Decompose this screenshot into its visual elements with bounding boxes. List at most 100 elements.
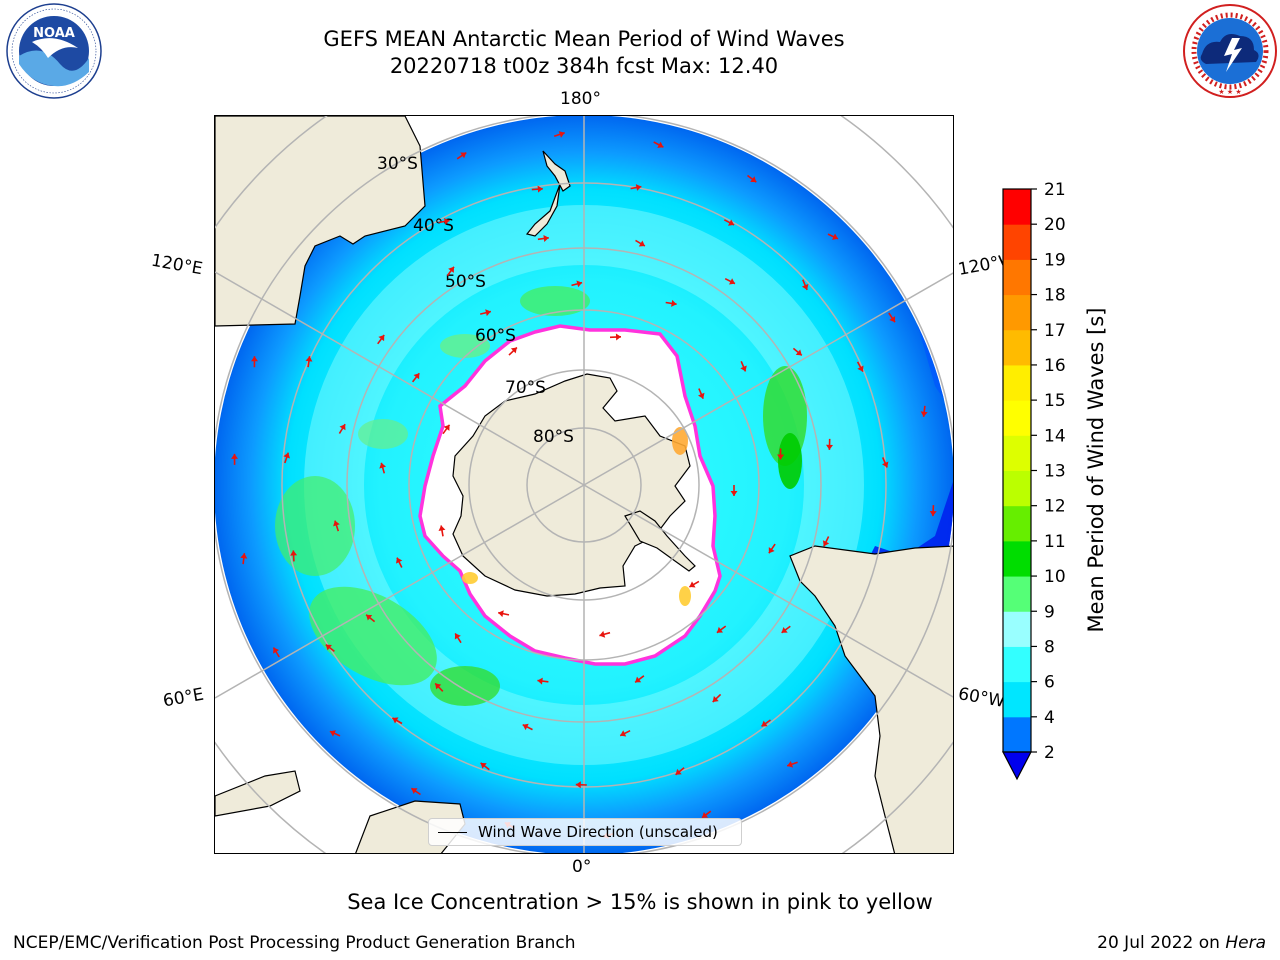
noaa-logo: NOAA	[6, 3, 102, 99]
colorbar-tick-label: 17	[1044, 321, 1066, 341]
wave-direction-arrowhead	[379, 462, 386, 469]
wave-direction-arrowhead	[498, 610, 504, 618]
footer-date-text: 20 Jul 2022 on	[1097, 933, 1226, 953]
wave-direction-arrowhead	[575, 781, 581, 789]
wave-direction-arrowhead	[305, 356, 313, 362]
wave-direction-arrowhead	[444, 218, 450, 225]
wave-direction-arrowhead	[413, 373, 420, 380]
wave-direction-arrowhead	[438, 525, 446, 531]
colorbar-segment	[1003, 646, 1031, 683]
new-zealand-south-land	[525, 183, 561, 237]
wave-direction-arrowhead	[543, 235, 549, 242]
wave-direction-arrowhead	[599, 630, 606, 638]
colorbar-segment	[1003, 716, 1031, 753]
colorbar-tick-label: 9	[1044, 602, 1055, 622]
colorbar-tick-label: 13	[1044, 462, 1066, 482]
footer-credit: NCEP/EMC/Verification Post Processing Pr…	[13, 933, 576, 953]
wave-direction-arrowhead	[740, 365, 747, 372]
colorbar-under-arrow	[1003, 752, 1031, 779]
wave-direction-arrowhead	[729, 278, 735, 285]
lon-label-0: 0°	[572, 857, 592, 877]
wave-direction-arrowhead	[480, 762, 487, 769]
colorbar-tick-label: 12	[1044, 497, 1066, 517]
wave-direction-arrowhead	[657, 141, 664, 148]
svg-text:NOAA: NOAA	[33, 26, 75, 41]
colorbar-tick-label: 19	[1044, 250, 1066, 270]
wave-direction-arrowhead	[702, 812, 709, 818]
footer-machine: Hera	[1225, 933, 1266, 953]
wave-direction-arrowhead	[716, 626, 723, 633]
wave-direction-arrowhead	[768, 547, 775, 554]
colorbar-segment	[1003, 329, 1031, 366]
wave-direction-arrowhead	[801, 283, 809, 290]
wave-direction-arrowhead	[240, 553, 248, 559]
colorbar-tick-label: 21	[1044, 182, 1066, 200]
colorbar-tick-label: 6	[1044, 673, 1055, 693]
lat-label-60s: 60°S	[475, 326, 516, 346]
wave-direction-arrowhead	[290, 550, 298, 556]
wave-direction-arrowhead	[920, 411, 928, 417]
wave-direction-arrowhead	[396, 557, 403, 564]
chart-subtitle: 20220718 t00z 384h fcst Max: 12.40	[389, 54, 779, 78]
wave-direction-arrowhead	[454, 633, 461, 640]
legend-line-sample	[438, 832, 467, 833]
wave-direction-arrowhead	[777, 454, 785, 460]
colorbar-tick-label: 10	[1044, 567, 1066, 587]
wave-direction-arrowhead	[392, 717, 399, 724]
wave-direction-arrowhead	[329, 730, 336, 737]
lat-label-50s: 50°S	[445, 272, 486, 292]
colorbar-segment	[1003, 294, 1031, 331]
colorbar-segment	[1003, 400, 1031, 436]
colorbar-segment	[1003, 576, 1031, 612]
wave-direction-arrowhead	[929, 511, 937, 517]
wave-direction-arrowhead	[460, 152, 467, 159]
wave-direction-arrowhead	[366, 614, 373, 621]
colorbar: 2 4 6 8 9 10 11 12 13 14 15 16 17 18 19 20 21	[1002, 182, 1066, 781]
wave-direction-arrowhead	[283, 452, 290, 459]
wave-direction-arrowhead	[231, 453, 238, 459]
wave-direction-arrowhead	[698, 392, 705, 399]
wave-direction-arrowhead	[882, 461, 889, 468]
wave-direction-arrowhead	[333, 520, 340, 527]
wave-direction-arrowhead	[795, 349, 802, 356]
wave-direction-arrowhead	[638, 240, 645, 247]
wave-direction-arrowhead	[728, 219, 735, 226]
africa-land	[215, 770, 301, 817]
colorbar-tick-label: 16	[1044, 356, 1066, 376]
wave-direction-arrowhead	[448, 266, 454, 273]
wave-direction-arrowhead	[537, 677, 543, 685]
lat-label-30s: 30°S	[377, 154, 418, 174]
footer-date: 20 Jul 2022 on Hera	[1097, 933, 1266, 953]
colorbar-tick-label: 4	[1044, 708, 1055, 728]
wave-direction-arrowhead	[273, 647, 280, 654]
wave-direction-arrowhead	[537, 185, 543, 193]
colorbar-tick-label: 20	[1044, 215, 1066, 235]
wave-direction-arrowhead	[522, 723, 529, 731]
wave-direction-arrowhead	[675, 768, 682, 775]
chart-title: GEFS MEAN Antarctic Mean Period of Wind …	[323, 27, 845, 51]
colorbar-segment	[1003, 681, 1031, 718]
wave-direction-arrowhead	[822, 540, 830, 547]
wave-direction-arrowhead	[339, 424, 346, 431]
colorbar-segment	[1003, 189, 1031, 225]
wave-direction-arrowhead	[857, 365, 864, 372]
wave-direction-arrowhead	[826, 444, 833, 450]
colorbar-tick-label: 18	[1044, 286, 1066, 306]
colorbar-segment	[1003, 435, 1031, 471]
wave-direction-arrowhead	[635, 676, 642, 683]
colorbar-tick-label: 2	[1044, 743, 1055, 763]
wave-direction-arrowhead	[761, 720, 768, 727]
south-america-land	[789, 545, 953, 853]
colorbar-segment	[1003, 470, 1031, 507]
colorbar-segment	[1003, 259, 1031, 296]
wave-direction-arrowhead	[671, 299, 677, 307]
wave-direction-arrowhead	[889, 316, 896, 323]
wave-direction-arrowhead	[615, 333, 621, 341]
lon-label-60e: 60°E	[161, 684, 206, 712]
wave-direction-arrowhead	[510, 347, 517, 354]
wave-direction-arrowhead	[435, 683, 442, 690]
lon-label-180: 180°	[560, 89, 601, 109]
lat-label-40s: 40°S	[413, 216, 454, 236]
nws-logo: ★ ★ ★	[1183, 4, 1277, 98]
new-zealand-north-land	[542, 150, 571, 192]
